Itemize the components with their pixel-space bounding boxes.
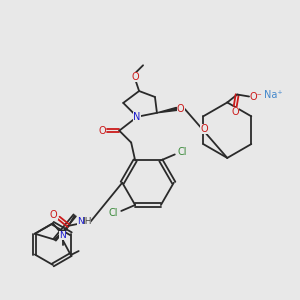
Text: O: O — [231, 107, 239, 117]
Text: N: N — [77, 217, 84, 226]
Text: O⁻: O⁻ — [250, 92, 262, 101]
Text: O: O — [99, 126, 106, 136]
Text: O: O — [50, 210, 58, 220]
Text: NH: NH — [78, 217, 91, 226]
Polygon shape — [157, 107, 177, 113]
Text: N: N — [134, 112, 141, 122]
Text: Cl: Cl — [178, 148, 188, 158]
Text: O: O — [177, 104, 184, 114]
Text: Cl: Cl — [109, 208, 118, 218]
Text: Na⁺: Na⁺ — [263, 89, 282, 100]
Text: N: N — [59, 231, 66, 240]
Text: O: O — [200, 124, 208, 134]
Text: O: O — [131, 72, 139, 82]
